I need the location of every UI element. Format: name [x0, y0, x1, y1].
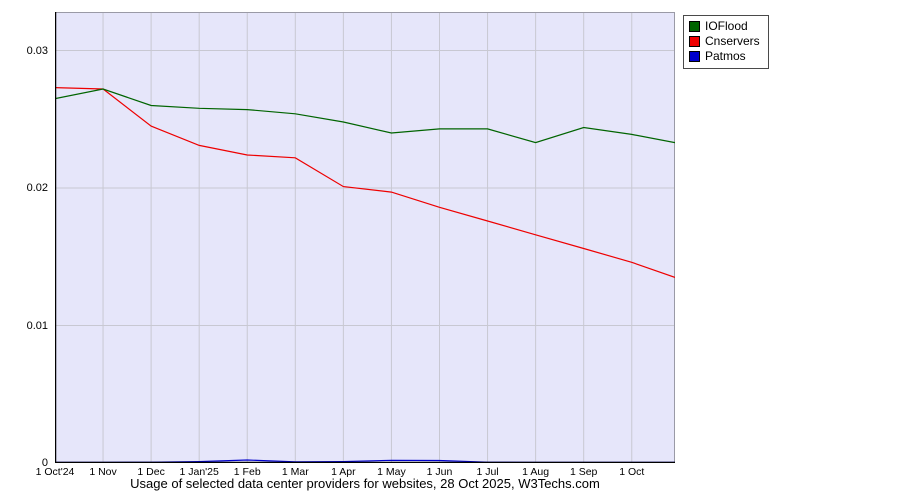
y-tick-label: 0.02 [26, 182, 48, 194]
series-line-ioflood [55, 88, 675, 144]
x-tick-label: 1 Jan'25 [179, 466, 219, 478]
x-tick-label: 1 Feb [233, 466, 261, 478]
x-tick-label: 1 May [377, 466, 406, 478]
x-tick-label: 1 Dec [137, 466, 165, 478]
x-tick-label: 1 Apr [331, 466, 356, 478]
x-axis-labels: 1 Oct'24 1 Nov 1 Dec 1 Jan'25 1 Feb 1 Mar 1 Ap… [36, 466, 695, 480]
legend-label: Patmos [705, 49, 746, 63]
x-tick-label: 1 Oct'24 [35, 466, 75, 478]
y-axis-labels: 0 0.01 0.02 0.03 [0, 12, 50, 470]
y-tick-label: 0 [41, 457, 48, 469]
y-tick-label: 0.03 [26, 44, 48, 57]
x-tick-label: 1 Nov [89, 466, 117, 478]
legend-swatch-ioflood [689, 21, 700, 32]
legend: IOFlood Cnservers Patmos [683, 15, 769, 69]
legend-item-ioflood: IOFlood [689, 19, 760, 34]
x-tick-label: 1 Jul [476, 466, 499, 478]
series-line-cnservers [55, 87, 675, 278]
legend-label: Cnservers [705, 34, 760, 48]
chart-title: Usage of selected data center providers … [130, 476, 600, 491]
y-tick-label: 0.01 [26, 319, 48, 332]
x-tick-label: 1 Oct [619, 466, 645, 478]
legend-swatch-patmos [689, 51, 700, 62]
legend-item-patmos: Patmos [689, 49, 760, 64]
x-tick-label: 1 Aug [522, 466, 550, 478]
legend-label: IOFlood [705, 19, 748, 33]
plot-background [55, 12, 675, 463]
x-tick-label: 1 Jun [426, 466, 453, 478]
plot-area [55, 12, 675, 463]
x-tick-label: 1 Sep [569, 466, 598, 478]
legend-item-cnservers: Cnservers [689, 34, 760, 49]
legend-swatch-cnservers [689, 36, 700, 47]
x-tick-label: 1 Mar [281, 466, 309, 478]
